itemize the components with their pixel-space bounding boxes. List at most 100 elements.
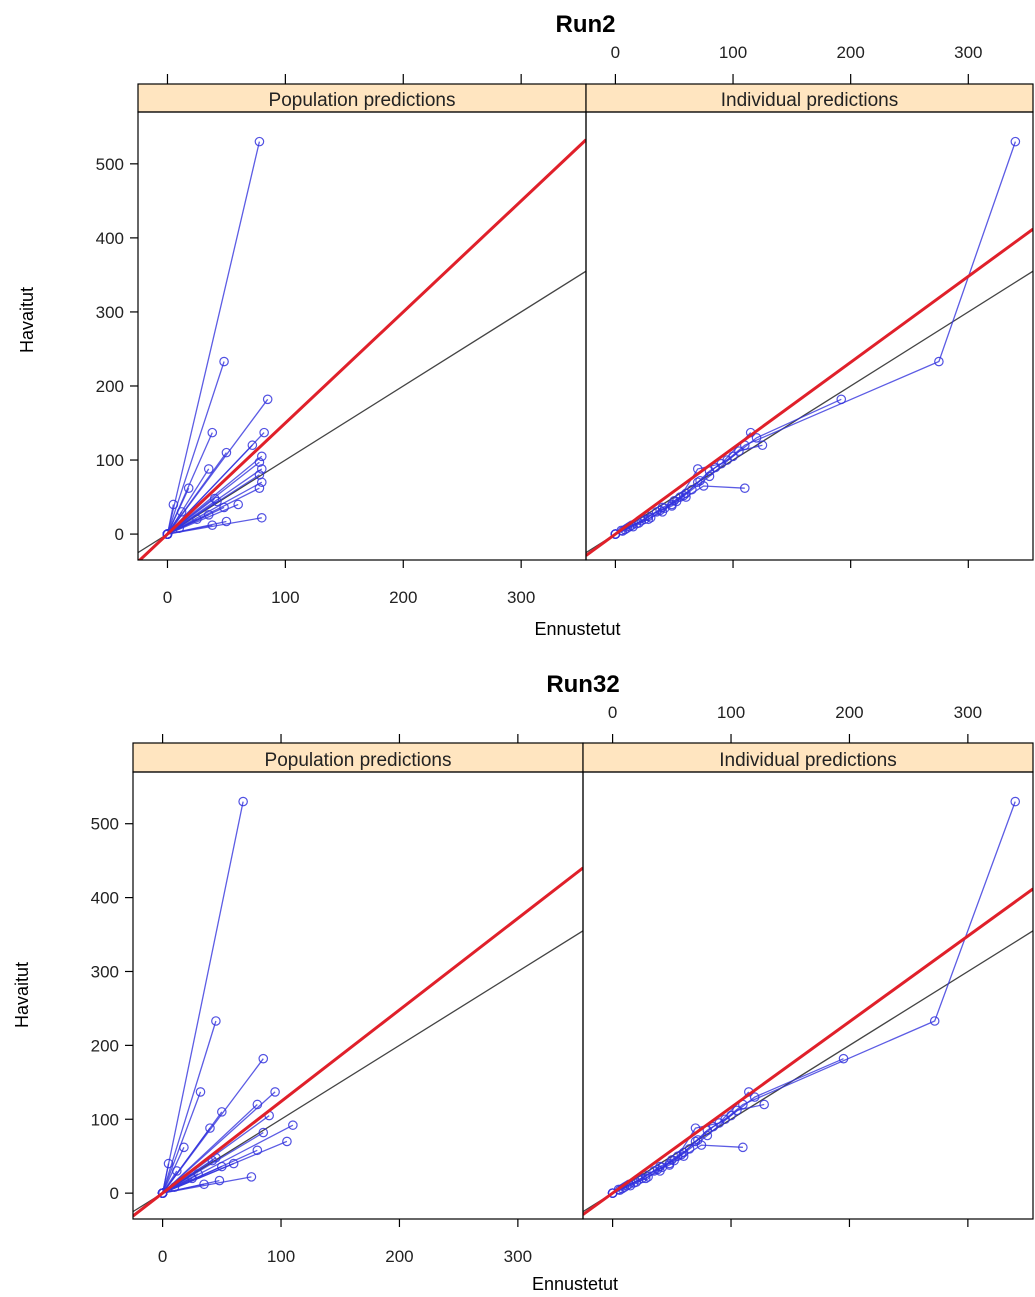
y-tick-label: 100	[91, 1110, 119, 1129]
y-tick-label: 400	[96, 229, 124, 248]
panel-strip	[582, 742, 1034, 773]
data-point	[637, 1173, 648, 1184]
data-point	[704, 471, 715, 482]
y-tick-label: 400	[91, 889, 119, 908]
x-tick-label: 100	[719, 43, 747, 62]
chart-title: Run32	[546, 671, 619, 698]
data-point	[698, 481, 709, 491]
data-point	[1010, 796, 1021, 807]
x-tick-label: 200	[389, 588, 417, 607]
data-point	[259, 427, 269, 438]
data-point	[157, 1188, 168, 1198]
data-point	[749, 1092, 760, 1102]
data-point	[732, 1105, 742, 1116]
y-axis-label: Havaitut	[12, 962, 32, 1028]
data-point	[669, 1155, 679, 1166]
series-line	[167, 503, 239, 535]
data-point	[256, 464, 267, 474]
x-tick-label: 200	[836, 43, 864, 62]
data-point	[696, 1140, 707, 1150]
plot-area	[138, 136, 586, 560]
panel-strip-label: Individual predictions	[719, 750, 896, 771]
data-point	[168, 499, 179, 510]
series-line	[615, 444, 763, 535]
fit-line	[133, 866, 583, 1218]
series-line	[162, 1127, 211, 1194]
data-point	[751, 433, 762, 443]
series-line	[162, 1104, 258, 1194]
x-tick-label: 100	[271, 588, 299, 607]
y-tick-label: 200	[96, 377, 124, 396]
panel-frame	[585, 111, 1034, 561]
x-tick-label: 0	[611, 43, 620, 62]
panel-strip-label: Population predictions	[265, 750, 452, 771]
series-line	[161, 1020, 217, 1194]
panel-frame	[582, 771, 1034, 1220]
x-tick-label: 100	[267, 1247, 295, 1266]
data-point	[219, 356, 229, 367]
data-point	[256, 451, 267, 462]
x-tick-label: 0	[163, 588, 172, 607]
data-point	[757, 440, 768, 451]
x-axis-label: Ennustetut	[532, 1274, 618, 1294]
x-tick-label: 0	[608, 703, 617, 722]
data-point	[716, 458, 727, 469]
y-tick-label: 500	[96, 155, 124, 174]
x-tick-label: 300	[504, 1247, 532, 1266]
plot-area	[583, 796, 1033, 1216]
data-point	[655, 1161, 665, 1172]
panel-frame	[132, 771, 584, 1220]
series-line	[161, 1163, 170, 1194]
y-axis-label: Havaitut	[17, 287, 37, 353]
series-line	[612, 1103, 765, 1194]
y-tick-label: 0	[110, 1184, 119, 1203]
data-point	[176, 507, 187, 517]
data-point	[179, 1142, 189, 1153]
data-point	[836, 394, 847, 405]
data-point	[247, 440, 258, 451]
data-point	[162, 529, 173, 539]
data-point	[205, 1123, 215, 1133]
y-tick-label: 500	[91, 815, 119, 834]
data-point	[740, 483, 750, 493]
data-point	[256, 477, 267, 488]
series-line	[162, 1183, 205, 1194]
identity-line	[133, 930, 583, 1213]
panel-frame	[137, 111, 587, 561]
data-point	[258, 1053, 269, 1064]
data-point	[233, 499, 244, 510]
data-point	[199, 1179, 209, 1190]
panel-population: Population predictions 0 100 200 300	[132, 734, 584, 1266]
data-point	[203, 464, 214, 474]
data-point	[217, 1107, 227, 1117]
x-axis-label: Ennustetut	[534, 619, 620, 639]
data-point	[1010, 136, 1021, 147]
series-line	[615, 141, 1017, 535]
y-tick-label: 300	[96, 303, 124, 322]
x-tick-label: 200	[835, 703, 863, 722]
data-point	[207, 427, 218, 438]
fit-line	[586, 227, 1033, 557]
data-point	[252, 1145, 263, 1156]
data-point	[207, 520, 218, 530]
x-tick-label: 300	[507, 588, 535, 607]
data-point	[270, 1087, 280, 1097]
y-tick-label: 200	[91, 1036, 119, 1055]
data-point	[219, 502, 229, 513]
data-point	[671, 496, 682, 507]
series-line	[166, 487, 190, 535]
series-line	[162, 1162, 234, 1194]
panel-strip-label: Individual predictions	[721, 90, 898, 111]
series-line	[161, 1091, 202, 1194]
chart-run2: Run2 Havaitut Ennustetut 0 100 200 300 400 500 Po…	[17, 11, 1034, 639]
plot-area	[133, 796, 583, 1218]
series-line	[162, 1132, 264, 1194]
data-point	[228, 1158, 239, 1169]
data-point	[252, 1099, 263, 1110]
chart-run32: Run32 Havaitut Ennustetut 0 100 200 300 400 500 P…	[12, 671, 1034, 1294]
data-point	[702, 1130, 713, 1141]
data-point	[838, 1053, 849, 1064]
y-tick-label: 0	[115, 525, 124, 544]
data-point	[934, 356, 944, 367]
fit-line	[138, 138, 586, 560]
